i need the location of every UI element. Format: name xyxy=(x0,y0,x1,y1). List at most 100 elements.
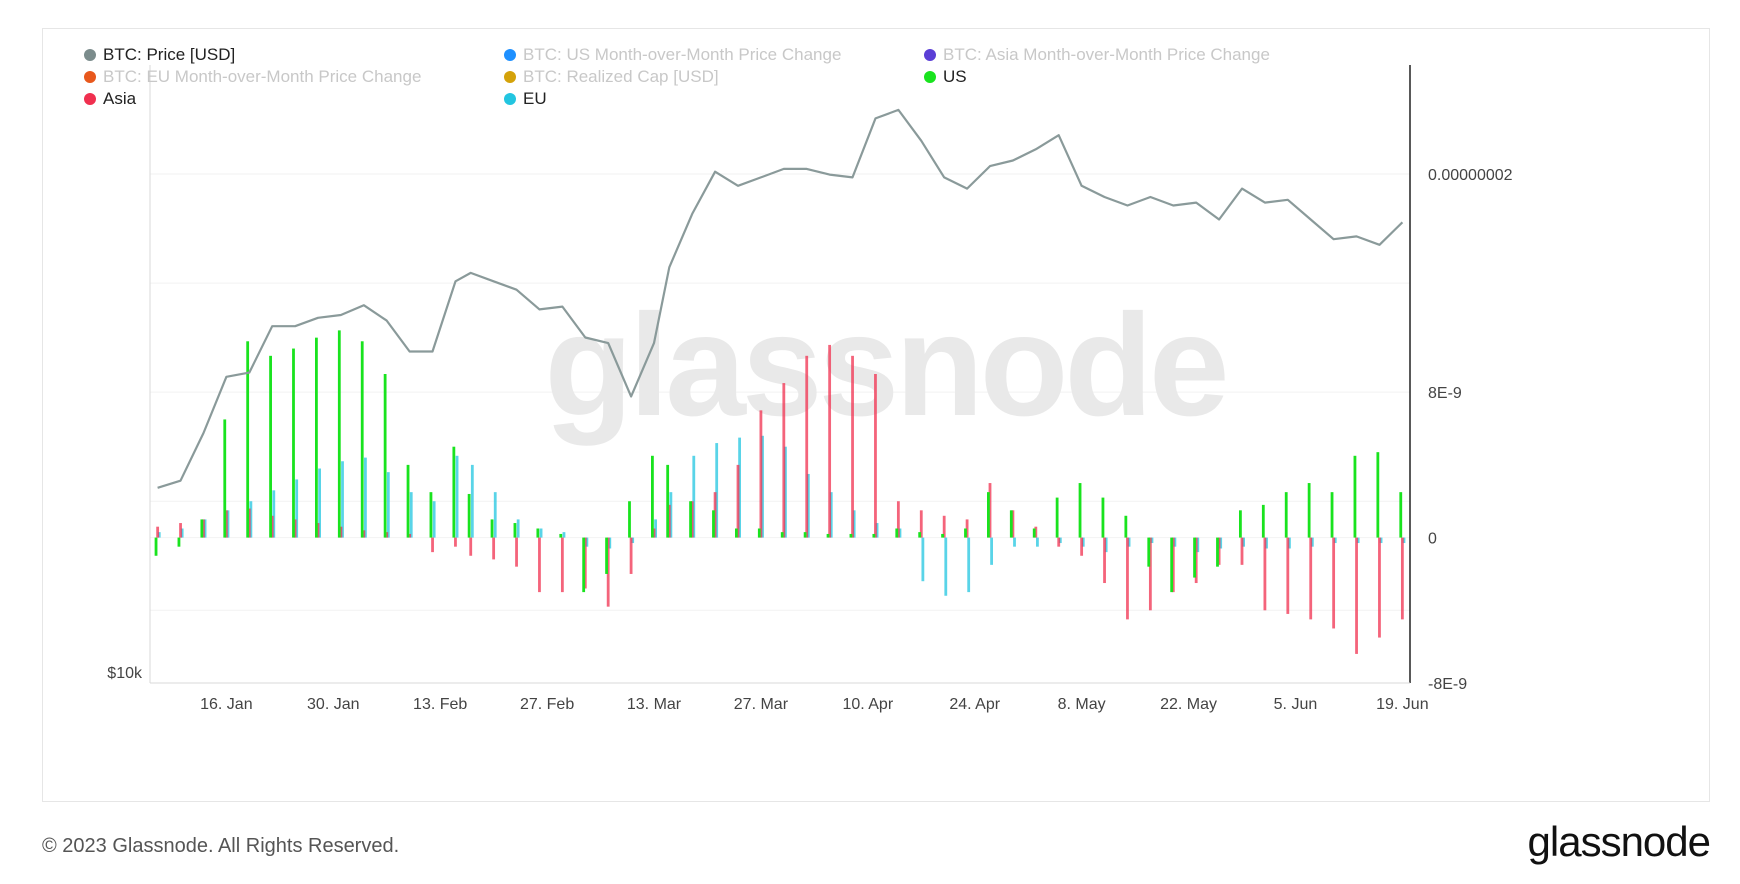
bar-asia xyxy=(988,483,992,538)
bar-us xyxy=(383,374,387,538)
bar-asia xyxy=(1194,537,1198,584)
chart-svg: glassnode 16. Jan 30. Jan 13. Feb 27. Feb 13… xyxy=(107,65,1513,713)
bar-asia xyxy=(1309,537,1313,620)
bar-us xyxy=(605,537,608,574)
bar-asia xyxy=(247,508,251,538)
bar-us xyxy=(826,533,830,538)
bar-us xyxy=(223,419,227,538)
bar-eu xyxy=(967,537,971,593)
bar-asia xyxy=(1355,537,1358,654)
bar-asia xyxy=(339,526,343,538)
y-left-tick-label: $10k xyxy=(107,665,143,682)
bar-eu xyxy=(585,537,589,547)
y-right-tick-label: 0.00000002 xyxy=(1428,167,1513,184)
bar-asia xyxy=(1240,537,1244,565)
legend-item[interactable]: BTC: EU Month-over-Month Price Change xyxy=(84,67,421,87)
bar-asia xyxy=(851,355,854,538)
bar-asia xyxy=(1263,537,1267,611)
bar-us xyxy=(849,533,853,538)
bar-asia xyxy=(965,519,969,538)
bar-eu xyxy=(341,461,344,538)
bar-eu xyxy=(1150,537,1154,544)
price-line xyxy=(157,108,1404,489)
bar-us xyxy=(582,537,586,593)
bar-us xyxy=(269,355,272,538)
bar-us xyxy=(1261,504,1265,538)
legend-item[interactable]: BTC: Realized Cap [USD] xyxy=(504,67,719,87)
bar-us xyxy=(872,533,876,538)
bar-eu xyxy=(203,519,207,538)
bar-eu xyxy=(157,532,161,538)
bar-eu xyxy=(364,457,367,538)
bar-asia xyxy=(782,383,786,538)
y-right-tick-label: 8E-9 xyxy=(1428,385,1462,402)
legend-item[interactable]: BTC: Price [USD] xyxy=(84,45,235,65)
bar-asia xyxy=(202,519,205,538)
bar-us xyxy=(490,519,494,538)
y-right-tick-label: -8E-9 xyxy=(1428,676,1467,693)
bar-asia xyxy=(1057,537,1061,547)
bar-asia xyxy=(316,523,320,538)
bar-eu xyxy=(738,437,741,538)
bar-asia xyxy=(1126,537,1129,620)
bar-asia xyxy=(759,410,763,538)
bar-asia xyxy=(1080,537,1084,556)
legend-color-dot-icon xyxy=(504,93,516,105)
bar-us xyxy=(559,533,563,538)
bar-asia xyxy=(1286,537,1290,614)
legend-item[interactable]: BTC: Asia Month-over-Month Price Change xyxy=(924,45,1270,65)
legend-label: US xyxy=(943,67,967,86)
bar-us xyxy=(246,341,250,538)
bar-asia xyxy=(606,537,610,607)
bar-eu xyxy=(318,468,321,538)
bar-eu xyxy=(539,528,543,538)
bar-asia xyxy=(690,501,694,538)
bar-asia xyxy=(293,519,297,538)
bar-us xyxy=(757,528,761,538)
bar-eu xyxy=(1333,537,1337,544)
bar-eu xyxy=(898,528,902,538)
bar-us xyxy=(689,501,692,538)
bar-eu xyxy=(516,519,520,538)
bar-asia xyxy=(515,537,518,567)
legend-item[interactable]: BTC: US Month-over-Month Price Change xyxy=(504,45,841,65)
bar-eu xyxy=(1196,537,1200,553)
legend-item[interactable]: EU xyxy=(504,89,547,109)
bar-eu xyxy=(409,492,413,538)
bar-asia xyxy=(713,492,717,538)
legend-color-dot-icon xyxy=(504,71,516,83)
bar-asia xyxy=(492,537,496,560)
bar-us xyxy=(467,493,471,538)
x-tick-label: 30. Jan xyxy=(307,696,359,713)
bar-eu xyxy=(1310,537,1314,547)
legend-item[interactable]: Asia xyxy=(84,89,136,109)
legend-item[interactable]: US xyxy=(924,67,967,87)
bar-us xyxy=(964,528,967,538)
bar-eu xyxy=(493,492,497,538)
bar-eu xyxy=(829,492,833,538)
bar-us xyxy=(1078,483,1082,538)
bar-asia xyxy=(270,515,274,538)
bar-eu xyxy=(692,455,696,538)
bar-eu xyxy=(1288,537,1291,549)
bar-us xyxy=(1307,483,1311,538)
legend-color-dot-icon xyxy=(924,71,936,83)
bar-eu xyxy=(806,473,810,538)
bar-asia xyxy=(583,537,587,589)
bar-us xyxy=(780,532,784,538)
legend-label: BTC: US Month-over-Month Price Change xyxy=(523,45,842,64)
bar-eu xyxy=(715,443,719,538)
bar-asia xyxy=(919,510,923,538)
x-tick-label: 16. Jan xyxy=(200,696,252,713)
bar-us xyxy=(337,330,341,538)
bar-eu xyxy=(921,537,925,582)
bar-us xyxy=(1009,510,1013,538)
x-tick-label: 13. Feb xyxy=(413,696,467,713)
bar-eu xyxy=(1127,537,1131,547)
bar-us xyxy=(406,464,410,538)
bar-eu xyxy=(1081,537,1085,547)
bar-eu xyxy=(990,537,993,565)
legend-label: Asia xyxy=(103,89,137,108)
bar-us xyxy=(200,519,204,538)
bar-eu xyxy=(1058,537,1062,544)
